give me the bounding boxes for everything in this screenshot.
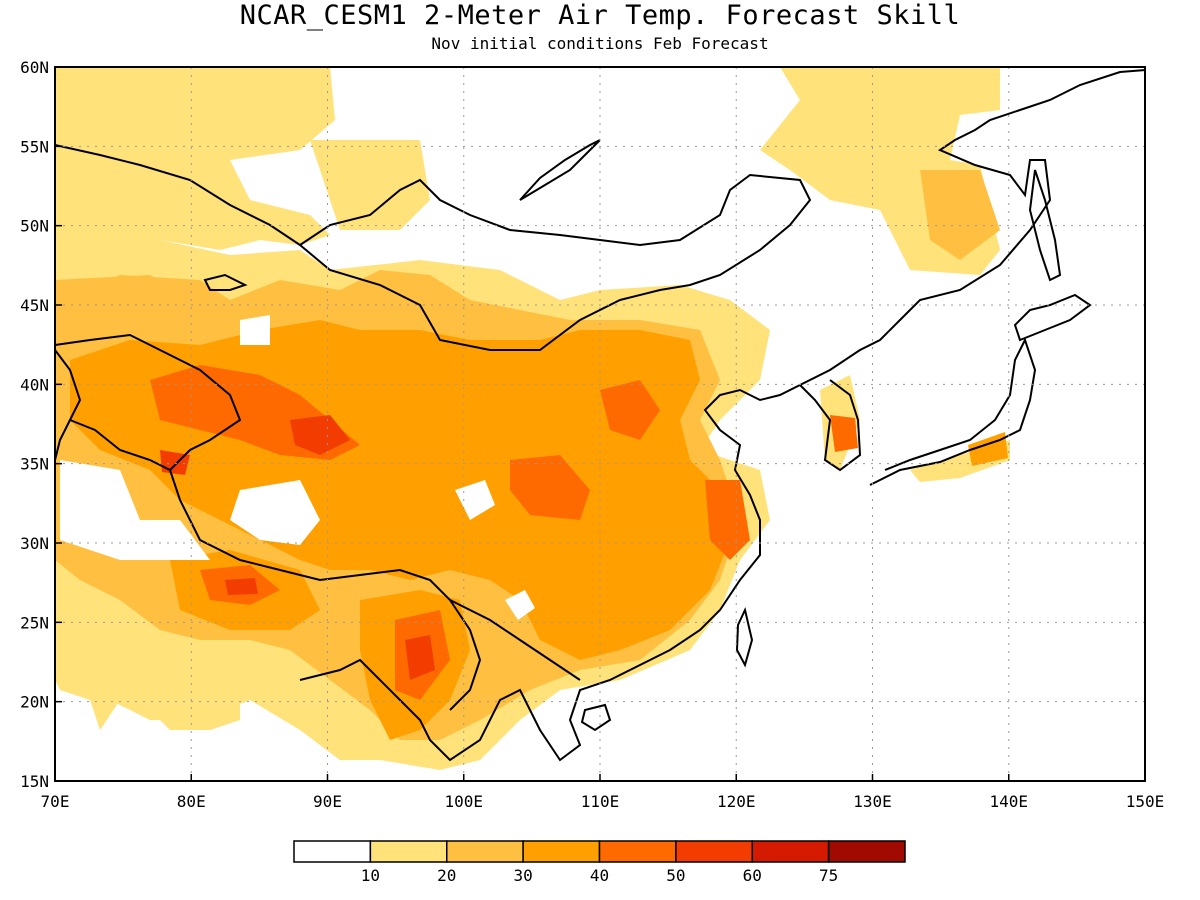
coastline-taiwan [735, 606, 754, 668]
skill-region-east-china-40 [510, 455, 590, 520]
colorbar-swatch [827, 840, 906, 863]
border-central-asia [55, 333, 242, 472]
colorbar-swatch [446, 840, 524, 863]
skill-gap-sichuan [455, 480, 495, 520]
lat-tick-label: 60N [20, 58, 49, 77]
lon-tick-label: 70E [41, 792, 70, 811]
border-himalaya [169, 469, 482, 711]
lon-tick-label: 120E [717, 792, 756, 811]
coastline-baikal [519, 139, 601, 201]
skill-region-loess-40 [600, 380, 660, 440]
lat-tick-label: 35N [20, 455, 49, 474]
lon-tick-label: 80E [177, 792, 206, 811]
lat-tick-label: 40N [20, 375, 49, 394]
longitude-tick-labels: 70E 80E 90E 100E 110E 120E 130E 140E 150E [41, 774, 1165, 811]
coastline-layer [55, 69, 1145, 762]
skill-region-kazakh-20 [55, 275, 190, 335]
skill-region-manchuria-20 [920, 170, 1000, 260]
skill-gap-tibet [230, 480, 320, 545]
lon-tick-label: 140E [989, 792, 1028, 811]
colorbar: 10 20 30 40 50 60 75 [293, 840, 906, 885]
colorbar-label: 40 [590, 866, 609, 885]
chart-title: NCAR_CESM1 2-Meter Air Temp. Forecast Sk… [239, 0, 961, 31]
skill-gap-india [60, 460, 210, 560]
skill-region-korea-40 [830, 415, 858, 452]
border-russia [55, 144, 301, 246]
skill-gap-xinjiang [240, 315, 270, 345]
skill-region-level-50 [290, 415, 350, 455]
lat-tick-label: 15N [20, 772, 49, 791]
skill-region-india [55, 560, 240, 730]
coastline-balkhash [203, 273, 248, 291]
colorbar-label: 30 [513, 866, 532, 885]
lon-tick-label: 100E [444, 792, 483, 811]
skill-region-north [55, 67, 335, 265]
border-china-mongolia [298, 173, 812, 351]
gridlines [55, 67, 1145, 781]
lat-tick-label: 20N [20, 693, 49, 712]
colorbar-label: 60 [743, 866, 762, 885]
coastline-caspian [55, 349, 82, 461]
colorbar-label: 10 [361, 866, 380, 885]
coastline-japan-honshu [869, 337, 1037, 486]
colorbar-label: 75 [819, 866, 838, 885]
lat-tick-label: 30N [20, 534, 49, 553]
border-indochina [449, 599, 581, 681]
colorbar-swatch [369, 840, 448, 863]
coastline-sakhalin [1028, 169, 1062, 282]
lon-tick-label: 150E [1126, 792, 1165, 811]
lat-tick-label: 55N [20, 137, 49, 156]
colorbar-label: 20 [437, 866, 456, 885]
lon-tick-label: 90E [313, 792, 342, 811]
lat-tick-label: 25N [20, 613, 49, 632]
skill-region-burma-50 [405, 635, 435, 680]
coastline-korea [799, 379, 862, 472]
skill-region-coast-40 [705, 480, 750, 560]
colorbar-swatch [598, 840, 677, 863]
colorbar-label: 50 [666, 866, 685, 885]
chart-subtitle: Nov initial conditions Feb Forecast [431, 34, 769, 53]
coastline-japan-hokkaido [1013, 293, 1092, 342]
colorbar-swatch [293, 840, 372, 863]
skill-region-nepal-50 [225, 578, 258, 595]
latitude-tick-labels: 15N 20N 25N 30N 35N 40N 45N 50N 55N 60N [20, 58, 62, 791]
lat-tick-label: 50N [20, 217, 49, 236]
coastline-hainan [580, 703, 612, 732]
lon-tick-label: 110E [581, 792, 620, 811]
skill-fill-layer [55, 67, 1010, 770]
coastline-east-asia [299, 69, 1145, 762]
colorbar-swatch [522, 840, 601, 863]
skill-gap-yunnan [505, 590, 535, 620]
colorbar-swatch [675, 840, 753, 863]
colorbar-swatch [751, 840, 830, 863]
lat-tick-label: 45N [20, 296, 49, 315]
skill-region-mongolia [310, 140, 430, 230]
lon-tick-label: 130E [853, 792, 892, 811]
